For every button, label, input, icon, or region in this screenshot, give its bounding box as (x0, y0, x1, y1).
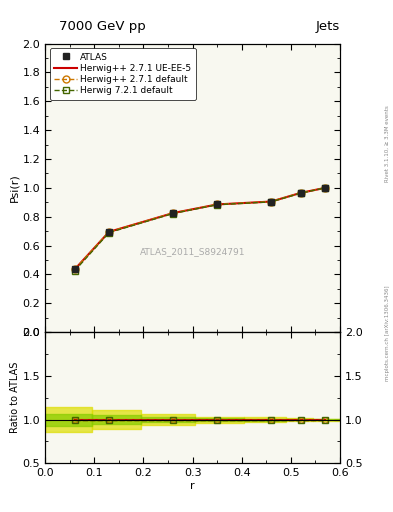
Text: ATLAS_2011_S8924791: ATLAS_2011_S8924791 (140, 247, 245, 256)
ATLAS (72, 266, 77, 272)
X-axis label: r: r (190, 481, 195, 491)
Herwig++ 2.7.1 UE-EE-5 (269, 199, 274, 205)
ATLAS (323, 185, 328, 191)
Herwig++ 2.7.1 default (215, 201, 219, 207)
Text: mcplots.cern.ch [arXiv:1306.3436]: mcplots.cern.ch [arXiv:1306.3436] (385, 285, 389, 380)
Herwig 7.2.1 default (107, 229, 112, 236)
Legend: ATLAS, Herwig++ 2.7.1 UE-EE-5, Herwig++ 2.7.1 default, Herwig 7.2.1 default: ATLAS, Herwig++ 2.7.1 UE-EE-5, Herwig++ … (50, 48, 196, 100)
Herwig++ 2.7.1 default (107, 229, 112, 235)
Y-axis label: Psi(r): Psi(r) (10, 174, 20, 202)
Line: Herwig++ 2.7.1 UE-EE-5: Herwig++ 2.7.1 UE-EE-5 (75, 188, 325, 269)
Herwig 7.2.1 default (298, 190, 303, 196)
Line: ATLAS: ATLAS (71, 184, 329, 273)
Line: Herwig 7.2.1 default: Herwig 7.2.1 default (71, 184, 329, 274)
Herwig++ 2.7.1 UE-EE-5 (215, 201, 219, 207)
Herwig 7.2.1 default (171, 210, 175, 217)
ATLAS (269, 199, 274, 205)
Text: 7000 GeV pp: 7000 GeV pp (59, 20, 145, 33)
Herwig++ 2.7.1 default (171, 210, 175, 216)
Herwig++ 2.7.1 UE-EE-5 (298, 190, 303, 196)
Herwig++ 2.7.1 UE-EE-5 (107, 229, 112, 235)
Herwig 7.2.1 default (323, 185, 328, 191)
ATLAS (107, 229, 112, 235)
Text: Rivet 3.1.10, ≥ 3.3M events: Rivet 3.1.10, ≥ 3.3M events (385, 105, 389, 182)
Herwig++ 2.7.1 default (269, 199, 274, 205)
Herwig++ 2.7.1 UE-EE-5 (171, 210, 175, 216)
Herwig++ 2.7.1 default (323, 185, 328, 191)
Herwig 7.2.1 default (269, 199, 274, 205)
Herwig 7.2.1 default (215, 202, 219, 208)
Herwig 7.2.1 default (72, 268, 77, 274)
ATLAS (171, 210, 175, 216)
Line: Herwig++ 2.7.1 default: Herwig++ 2.7.1 default (71, 184, 329, 273)
Herwig++ 2.7.1 UE-EE-5 (323, 185, 328, 191)
Herwig++ 2.7.1 default (72, 266, 77, 272)
Y-axis label: Ratio to ATLAS: Ratio to ATLAS (10, 362, 20, 434)
ATLAS (215, 201, 219, 207)
ATLAS (298, 190, 303, 196)
Herwig++ 2.7.1 UE-EE-5 (72, 266, 77, 272)
Text: Jets: Jets (316, 20, 340, 33)
Herwig++ 2.7.1 default (298, 190, 303, 196)
